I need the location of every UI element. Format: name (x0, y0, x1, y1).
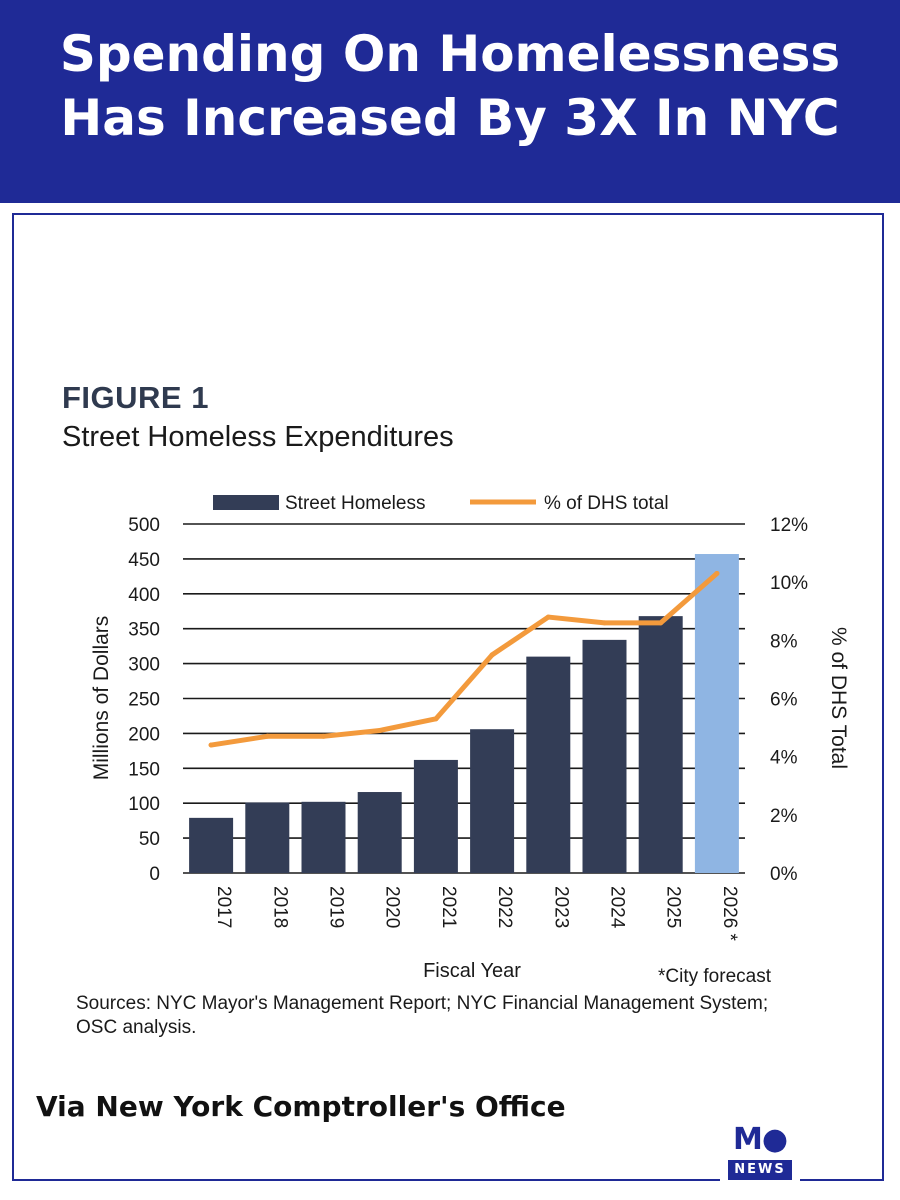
dhs-percent-point (321, 733, 326, 739)
logo-mark: M● (732, 1122, 788, 1157)
y-tick-label: 400 (128, 585, 160, 606)
legend-bar-label: Street Homeless (285, 493, 425, 514)
via-credit: Via New York Comptroller's Office (36, 1090, 566, 1123)
x-tick-label: 2017 (213, 886, 234, 928)
x-tick-label: 2026 * (719, 886, 740, 942)
bar-2023 (526, 656, 571, 873)
x-tick-label: 2018 (269, 886, 290, 928)
mo-news-logo: M● NEWS (720, 1118, 800, 1184)
legend-line-label: % of DHS total (544, 493, 669, 514)
dhs-percent-point (602, 620, 607, 626)
bar-2024 (582, 639, 627, 873)
logo-word: NEWS (728, 1160, 792, 1180)
figure-label: FIGURE 1 (62, 380, 209, 415)
dhs-percent-point (714, 570, 720, 576)
dhs-percent-point (208, 742, 214, 748)
x-tick-label: 2019 (326, 886, 347, 928)
y-tick-label: 150 (128, 759, 160, 780)
bar-2017 (189, 817, 234, 873)
content-frame (12, 213, 884, 1181)
x-tick-label: 2022 (494, 886, 515, 928)
y-right-tick-label: 8% (770, 631, 798, 652)
header-banner: Spending On Homelessness Has Increased B… (0, 0, 900, 203)
y-tick-label: 300 (128, 655, 160, 676)
y-right-tick-label: 2% (770, 806, 798, 827)
y-tick-label: 250 (128, 690, 160, 711)
dhs-percent-point (433, 716, 439, 722)
x-tick-label: 2020 (382, 886, 403, 928)
dhs-percent-point (545, 614, 551, 620)
legend-bar-swatch (213, 495, 279, 510)
dhs-percent-point (489, 652, 495, 658)
x-axis-title: Fiscal Year (423, 960, 521, 982)
y-tick-label: 350 (128, 620, 160, 641)
y-right-tick-label: 4% (770, 748, 798, 769)
y-tick-label: 0 (149, 864, 160, 885)
bar-2019 (301, 801, 346, 873)
y-tick-label: 500 (128, 515, 160, 536)
x-tick-label: 2024 (607, 886, 628, 929)
y-axis-title: Millions of Dollars (90, 616, 113, 781)
y-right-tick-label: 12% (770, 515, 808, 536)
dhs-percent-line (208, 570, 720, 748)
headline: Spending On Homelessness Has Increased B… (59, 25, 841, 147)
y-tick-label: 100 (128, 794, 160, 815)
x-tick-label: 2023 (550, 886, 571, 928)
y-right-axis-title: % of DHS Total (827, 627, 850, 769)
y-right-tick-label: 0% (770, 864, 798, 885)
bar-2025 (638, 616, 683, 873)
bar-2022 (470, 729, 515, 873)
y-tick-label: 50 (139, 829, 160, 850)
dhs-percent-point (377, 727, 383, 733)
y-right-tick-label: 6% (770, 690, 798, 711)
bar-2018 (245, 802, 290, 873)
y-tick-label: 200 (128, 724, 160, 745)
y-right-tick-label: 10% (770, 573, 808, 594)
bar-2021 (413, 759, 458, 873)
x-tick-label: 2021 (438, 886, 459, 928)
forecast-note: *City forecast (658, 966, 772, 987)
bar-2026 (694, 554, 739, 873)
bar-2020 (357, 792, 402, 873)
dhs-percent-point (658, 620, 664, 626)
x-tick-label: 2025 (663, 886, 684, 928)
figure-title: Street Homeless Expenditures (62, 421, 454, 453)
dhs-percent-point (264, 733, 270, 739)
y-tick-label: 450 (128, 550, 160, 571)
sources-note: Sources: NYC Mayor's Management Report; … (76, 993, 769, 1038)
